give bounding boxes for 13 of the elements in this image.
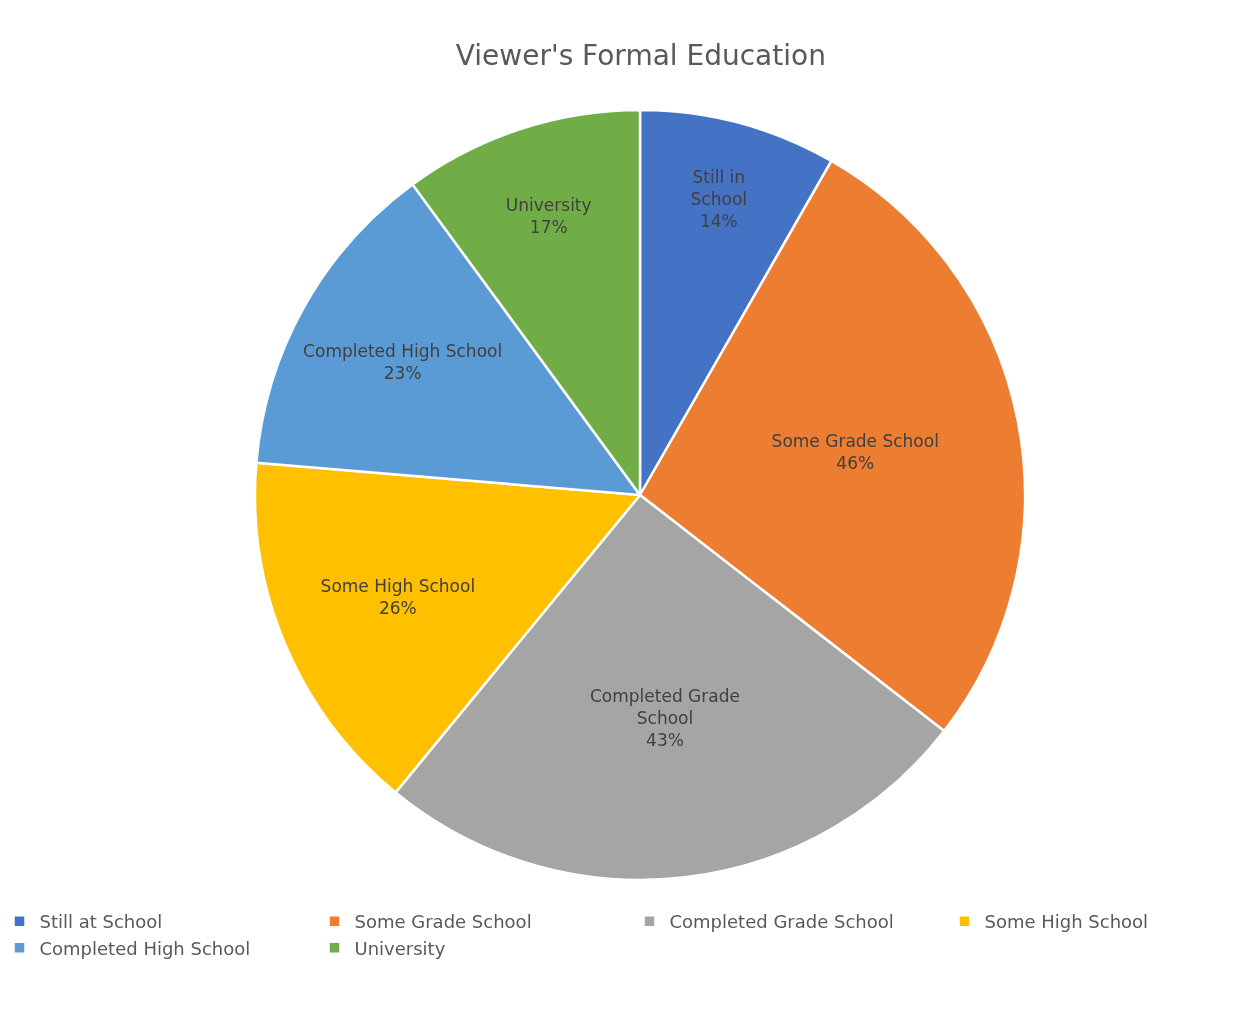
legend-label: Some Grade School xyxy=(354,911,532,933)
data-label: Some Grade School 46% xyxy=(771,431,939,474)
chart-title: Viewer's Formal Education xyxy=(455,38,826,72)
legend-label: University xyxy=(354,937,446,959)
legend-label: Completed High School xyxy=(39,937,251,959)
data-label: University 17% xyxy=(505,194,592,237)
data-label: Completed High School 23% xyxy=(303,340,503,383)
data-label: Completed Grade School 43% xyxy=(589,685,740,750)
data-label: Still in School 14% xyxy=(690,167,748,232)
legend-label: Still at School xyxy=(39,911,163,933)
data-label: Some High School 26% xyxy=(320,576,476,619)
legend-label: Some High School xyxy=(984,911,1149,933)
legend-label: Completed Grade School xyxy=(669,911,894,933)
